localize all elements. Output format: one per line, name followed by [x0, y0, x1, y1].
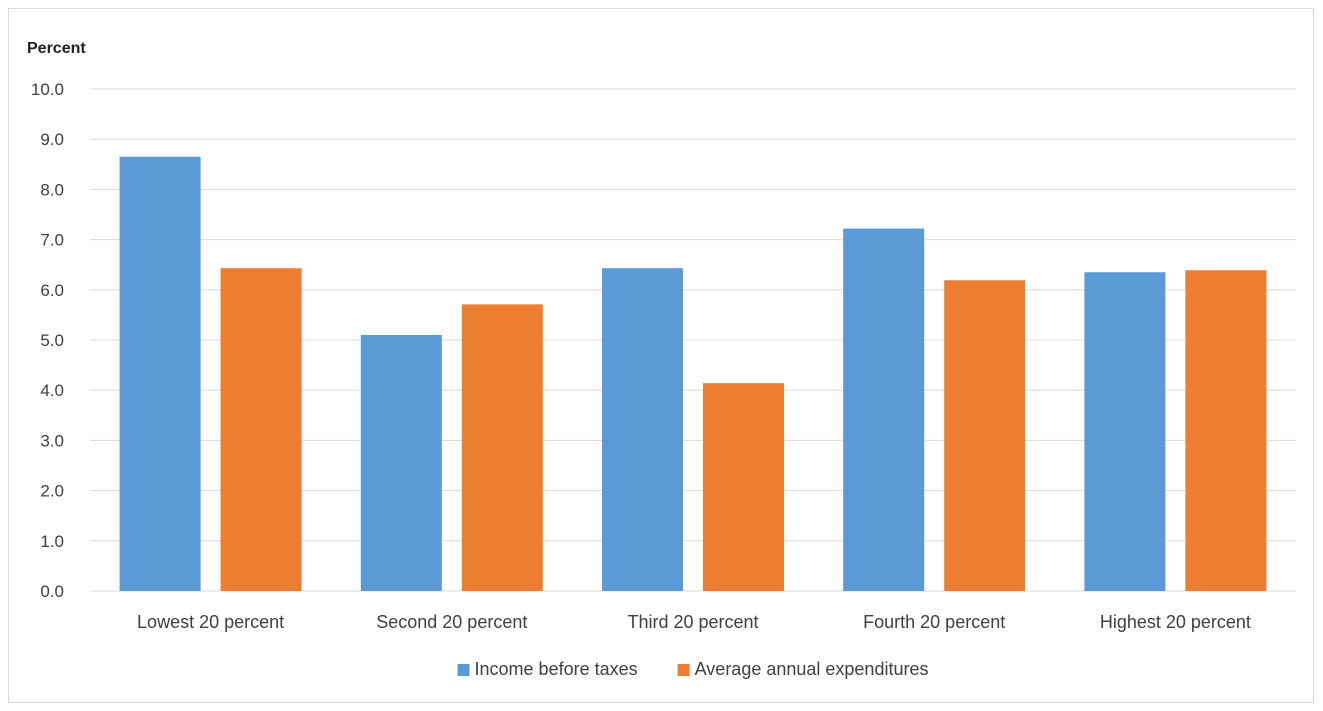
bar-income — [602, 268, 683, 591]
bar-income — [119, 156, 201, 591]
category-labels: Lowest 20 percent Second 20 percent Third … — [137, 612, 1251, 632]
category-label: Lowest 20 percent — [137, 612, 284, 632]
y-tick-label: 1.0 — [40, 532, 64, 551]
y-tick-label: 7.0 — [40, 231, 64, 250]
chart-frame — [8, 8, 1314, 703]
legend-label: Income before taxes — [475, 659, 638, 679]
bar-income — [1084, 272, 1166, 591]
legend-swatch — [457, 664, 470, 676]
y-tick-label: 9.0 — [40, 130, 64, 149]
legend-label: Average annual expenditures — [695, 659, 929, 679]
y-axis-label: Percent — [27, 40, 86, 57]
y-tick-label: 6.0 — [40, 281, 64, 300]
y-tick-label: 10.0 — [31, 80, 64, 99]
y-tick-label: 4.0 — [40, 381, 64, 400]
category-label: Third 20 percent — [627, 612, 758, 632]
y-tick-label: 0.0 — [40, 582, 64, 601]
y-tick-label: 8.0 — [40, 180, 64, 199]
y-tick-label: 5.0 — [40, 331, 64, 350]
bar-expenditures — [1185, 270, 1267, 591]
category-label: Fourth 20 percent — [863, 612, 1005, 632]
legend-swatch — [677, 664, 690, 676]
bar-expenditures — [461, 304, 543, 591]
y-tick-label: 3.0 — [40, 431, 64, 450]
bar-expenditures — [220, 268, 302, 591]
bar-income — [360, 334, 442, 591]
y-tick-label: 2.0 — [40, 482, 64, 501]
y-tick-labels: 0.0 1.0 2.0 3.0 4.0 5.0 6.0 7.0 8.0 9.0 10.0 — [31, 80, 64, 601]
bar-income — [843, 228, 925, 591]
bar-expenditures — [703, 383, 784, 591]
bars — [119, 156, 1267, 591]
legend: Income before taxes Average annual expend… — [457, 659, 929, 679]
bar-expenditures — [944, 280, 1026, 591]
category-label: Highest 20 percent — [1100, 612, 1251, 632]
category-label: Second 20 percent — [376, 612, 527, 632]
